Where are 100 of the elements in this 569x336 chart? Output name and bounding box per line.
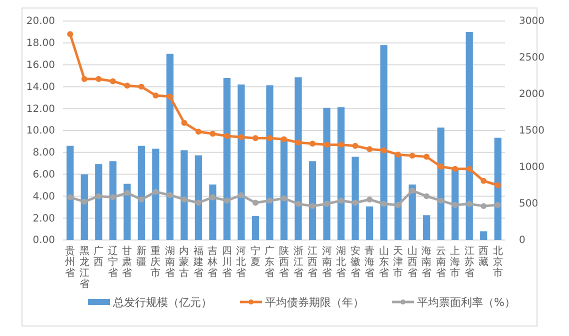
y-tick-label: 10.00	[26, 126, 55, 137]
y-tick-label: 12.00	[26, 104, 55, 115]
point	[424, 193, 430, 200]
bar	[308, 161, 316, 240]
bar	[138, 146, 145, 240]
point	[110, 78, 116, 84]
y-tick-label: 8.00	[32, 148, 55, 159]
bar	[380, 45, 388, 240]
x-tick-label: 吉林省	[206, 245, 218, 279]
point	[366, 196, 373, 202]
point	[67, 31, 74, 38]
x-tick-label: 河南省	[322, 245, 332, 279]
point	[409, 152, 416, 159]
point	[152, 92, 159, 98]
x-tick-label: 内蒙古	[179, 245, 190, 279]
x-tick-label: 广东省	[264, 245, 275, 279]
point	[352, 142, 358, 149]
bar	[408, 184, 416, 240]
x-tick-label: 上海市	[450, 245, 460, 279]
point	[310, 140, 316, 147]
x-tick-label: 青海省	[364, 245, 375, 279]
point	[494, 202, 501, 208]
point	[181, 120, 188, 126]
point	[324, 142, 330, 148]
point	[366, 146, 373, 152]
bar	[266, 85, 274, 240]
point	[466, 200, 472, 207]
point	[395, 202, 402, 208]
legend-label: 平均票面利率（%）	[417, 296, 516, 309]
y2-tick-label: 3000	[519, 16, 544, 28]
bar	[337, 107, 345, 240]
point	[266, 135, 273, 142]
x-tick-label: 福建省	[192, 245, 204, 279]
point	[338, 142, 344, 148]
bar	[437, 128, 444, 240]
y-tick-label: 16.00	[26, 60, 55, 71]
point	[352, 200, 358, 206]
point	[195, 128, 202, 135]
point	[67, 194, 74, 200]
x-tick-label: 山东省	[378, 245, 389, 279]
point	[409, 188, 416, 194]
point	[210, 194, 216, 200]
x-tick-label: 江西省	[308, 245, 318, 279]
legend-label: 总发行规模（亿元）	[112, 296, 212, 309]
bar	[223, 78, 231, 240]
y2-tick-label: 1000	[519, 162, 544, 174]
point	[124, 190, 130, 196]
point	[152, 188, 159, 195]
bar	[152, 148, 160, 240]
x-tick-label: 贵州省	[65, 245, 76, 279]
bar	[294, 77, 302, 240]
point	[480, 203, 487, 210]
y-tick-label: 2.00	[32, 213, 55, 224]
point	[324, 200, 330, 207]
bar	[480, 231, 488, 240]
point	[96, 76, 102, 82]
x-tick-label: 北京市	[492, 245, 503, 279]
bar	[323, 108, 330, 240]
point	[466, 166, 472, 172]
point	[438, 198, 444, 204]
x-tick-label: 湖北省	[336, 245, 346, 279]
bar	[180, 150, 188, 240]
point	[380, 200, 387, 207]
point	[480, 178, 487, 184]
bar	[66, 146, 74, 240]
point	[281, 195, 287, 202]
point	[195, 200, 202, 206]
point	[166, 94, 173, 100]
bar	[280, 139, 288, 240]
x-tick-label: 宁夏	[250, 245, 260, 268]
y-tick-label: 0.00	[32, 235, 55, 246]
x-tick-label: 新疆	[136, 245, 146, 268]
x-tick-label: 辽宁省	[108, 245, 118, 279]
bar	[238, 84, 245, 240]
point	[310, 203, 316, 210]
y-tick-label: 14.00	[26, 82, 55, 93]
bar	[194, 155, 202, 240]
bar	[423, 215, 430, 240]
point	[395, 152, 402, 158]
point	[424, 154, 430, 160]
point	[295, 200, 302, 207]
bar	[394, 154, 402, 240]
point	[452, 166, 458, 172]
y-tick-label: 20.00	[26, 16, 55, 28]
x-tick-label: 河北省	[236, 245, 246, 279]
x-tick-label: 甘肃省	[122, 245, 132, 279]
y2-tick-label: 1500	[519, 126, 544, 137]
bar	[80, 174, 88, 240]
point	[338, 198, 344, 204]
x-tick-label: 黑龙江省	[79, 246, 90, 290]
x-tick-label: 广西	[94, 245, 104, 268]
point	[494, 182, 501, 188]
point	[266, 198, 273, 204]
x-tick-label: 云南省	[436, 246, 446, 279]
point	[81, 76, 88, 82]
point	[181, 196, 188, 202]
bar	[452, 168, 459, 240]
point	[124, 82, 130, 89]
x-tick-label: 天津市	[393, 246, 404, 279]
point	[224, 198, 230, 204]
